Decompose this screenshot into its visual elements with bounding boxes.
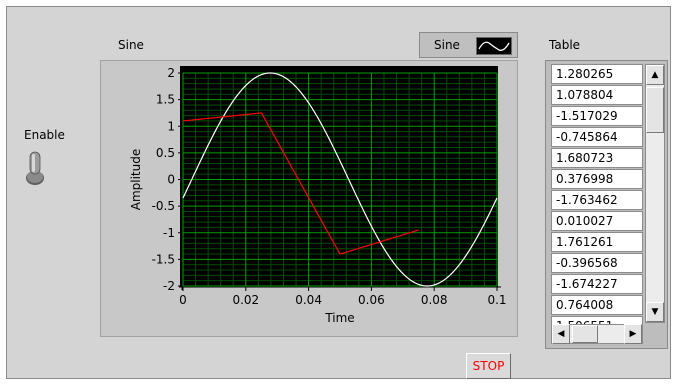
table-cell[interactable]: 0.010027 [551, 211, 643, 231]
x-tick-label: 0.04 [295, 293, 322, 307]
table-cell[interactable]: -1.763462 [551, 190, 643, 210]
scroll-up-icon[interactable]: ▲ [646, 65, 664, 85]
vertical-scroll-thumb[interactable] [646, 87, 664, 133]
x-tick-label: 0.08 [421, 293, 448, 307]
x-tick-label: 0.06 [358, 293, 385, 307]
scroll-left-icon[interactable]: ◀ [552, 324, 570, 344]
x-tick-label: 0 [179, 293, 187, 307]
x-axis-ticks: 0 0.02 0.04 0.06 0.08 0.1 [179, 287, 507, 307]
horizontal-scroll-thumb[interactable] [572, 325, 598, 343]
table-cell[interactable]: 1.680723 [551, 148, 643, 168]
stop-button[interactable]: STOP [466, 353, 511, 379]
horizontal-scrollbar[interactable]: ◀ ▶ [551, 324, 643, 344]
red-series-line [182, 112, 419, 255]
table-cell[interactable]: -1.674227 [551, 274, 643, 294]
x-tick-label: 0.1 [487, 293, 506, 307]
y-axis-label: Amplitude [129, 149, 143, 211]
table-cell[interactable]: 0.376998 [551, 169, 643, 189]
y-tick-label: -0.5 [152, 199, 175, 213]
series-layer [182, 72, 498, 287]
legend-sine-swatch-icon [476, 37, 512, 55]
y-tick-label: 0.5 [156, 146, 175, 160]
legend-series-name: Sine [434, 38, 460, 52]
chart-title: Sine [118, 38, 144, 52]
table-cell[interactable]: 1.280265 [551, 64, 643, 84]
grid-major [182, 72, 498, 287]
y-tick-label: 2 [167, 66, 175, 80]
table-cell[interactable]: -1.517029 [551, 106, 643, 126]
y-axis-ticks: 2 1.5 1 0.5 0 -0.5 -1 -1.5 -2 [152, 66, 182, 293]
sine-series-line [182, 72, 498, 287]
table-cell[interactable]: 0.764008 [551, 295, 643, 315]
enable-label: Enable [24, 128, 65, 142]
vertical-scrollbar[interactable]: ▲ ▼ [645, 64, 665, 323]
x-axis-label: Time [324, 311, 354, 325]
y-tick-label: 0 [167, 173, 175, 187]
y-tick-label: -1 [163, 226, 175, 240]
x-tick-label: 0.02 [232, 293, 259, 307]
table-cell[interactable]: 1.078804 [551, 85, 643, 105]
table-cell[interactable]: -0.745864 [551, 127, 643, 147]
table-cells: 1.280265 1.078804 -1.517029 -0.745864 1.6807… [551, 64, 643, 337]
scroll-down-icon[interactable]: ▼ [646, 302, 664, 322]
y-tick-label: 1 [167, 119, 175, 133]
scroll-right-icon[interactable]: ▶ [624, 324, 642, 344]
table-cell[interactable]: 1.761261 [551, 232, 643, 252]
table-cell[interactable]: -0.396568 [551, 253, 643, 273]
plot-legend[interactable]: Sine [419, 32, 518, 58]
table-label: Table [549, 38, 581, 52]
grid-minor [183, 73, 497, 286]
y-tick-label: 1.5 [156, 93, 175, 107]
enable-toggle-switch[interactable] [24, 148, 50, 186]
y-tick-label: -2 [163, 279, 175, 293]
y-tick-label: -1.5 [152, 252, 175, 266]
